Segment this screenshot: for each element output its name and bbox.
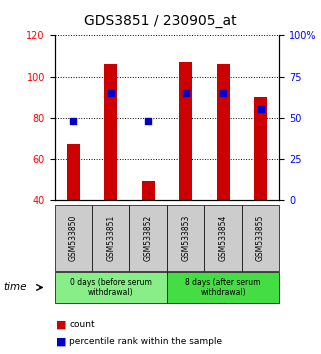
- Text: percentile rank within the sample: percentile rank within the sample: [69, 337, 222, 346]
- Bar: [217, 64, 230, 200]
- Text: 8 days (after serum
withdrawal): 8 days (after serum withdrawal): [185, 278, 261, 297]
- Text: ■: ■: [56, 320, 67, 330]
- Text: GSM533852: GSM533852: [144, 215, 153, 261]
- Bar: [104, 64, 117, 200]
- Text: GSM533853: GSM533853: [181, 215, 190, 261]
- Bar: [142, 182, 155, 200]
- Point: [108, 90, 113, 96]
- Point: [258, 107, 263, 112]
- Bar: [67, 144, 80, 200]
- Text: GSM533855: GSM533855: [256, 215, 265, 261]
- Text: GSM533851: GSM533851: [106, 215, 115, 261]
- Point: [221, 90, 226, 96]
- Text: 0 days (before serum
withdrawal): 0 days (before serum withdrawal): [70, 278, 152, 297]
- Text: GDS3851 / 230905_at: GDS3851 / 230905_at: [84, 14, 237, 28]
- Text: GSM533854: GSM533854: [219, 215, 228, 261]
- Text: time: time: [3, 282, 27, 292]
- Text: GSM533850: GSM533850: [69, 215, 78, 261]
- Point: [183, 90, 188, 96]
- Point: [71, 118, 76, 124]
- Bar: [254, 97, 267, 200]
- Text: ■: ■: [56, 337, 67, 347]
- Bar: [179, 62, 192, 200]
- Text: count: count: [69, 320, 95, 330]
- Point: [146, 118, 151, 124]
